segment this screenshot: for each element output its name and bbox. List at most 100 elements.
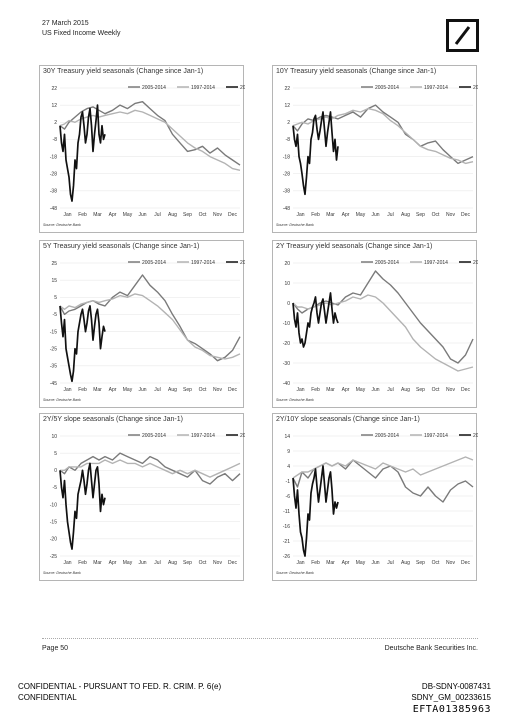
y-tick-label: -45 [50,381,57,387]
chart-panel-5y: 5Y Treasury yield seasonals (Change sinc… [39,240,245,408]
x-tick-label: Aug [401,212,410,218]
chart-30y-svg: 22 12 2 -8 -18 -28 -38 -48 Jan Feb Mar Apr May Jun Jul… [43,85,245,227]
x-tick-label: Feb [311,387,320,393]
chart-title: 2Y/10Y slope seasonals (Change since Jan… [276,416,420,423]
x-tick-label: Dec [461,212,470,218]
series-line-2005-2014 [59,452,241,485]
y-tick-label: -18 [50,154,57,160]
x-tick-label: Apr [109,560,117,566]
series-line-1997-2014 [60,459,241,478]
x-tick-label: Jan [296,387,304,393]
y-tick-label: -6 [286,494,291,500]
y-tick-label: 22 [51,86,57,92]
legend-label: 1997-2014 [191,85,215,91]
x-tick-label: Jul [387,212,393,218]
series-line-2015 [59,462,106,550]
x-tick-label: Dec [228,560,237,566]
publisher: Deutsche Bank Securities Inc. [384,645,478,652]
x-tick-label: Apr [342,387,350,393]
series-line-1997-2014 [59,293,241,360]
source-note: Source: Deutsche Bank [276,571,314,575]
y-tick-label: -21 [283,539,290,545]
y-tick-label: -18 [283,154,290,160]
x-tick-label: Feb [311,560,320,566]
chart-panel-10y: 10Y Treasury yield seasonals (Change sin… [272,65,478,233]
x-tick-label: Oct [199,212,207,218]
y-tick-label: 12 [51,103,57,109]
series-line-2015 [292,465,339,557]
y-tick-label: 0 [54,468,57,474]
series-line-1997-2014 [292,456,474,479]
series-line-2015 [59,104,106,202]
y-tick-label: -48 [50,206,57,212]
chart-2y-svg: 20 10 0 -10 -20 -30 -40 Jan Feb Mar Apr May Jun Jul Au… [276,260,478,402]
y-tick-label: 2 [54,120,57,126]
legend-label: 2015 [240,433,245,439]
x-tick-label: May [123,560,133,566]
y-tick-label: 9 [287,449,290,455]
y-tick-label: -10 [283,321,290,327]
x-tick-label: Mar [326,560,335,566]
y-tick-label: 5 [54,295,57,301]
x-tick-label: Jul [154,560,160,566]
y-tick-label: 22 [284,86,290,92]
x-tick-label: Sep [183,387,192,393]
x-tick-label: Nov [213,387,222,393]
chart-title: 30Y Treasury yield seasonals (Change sin… [43,68,204,75]
y-tick-label: -8 [53,137,58,143]
page-number: Page 50 [42,645,69,652]
y-tick-label: -25 [50,347,57,353]
y-tick-label: -20 [50,537,57,543]
legend-label: 2005-2014 [375,260,399,266]
x-tick-label: Jun [371,387,379,393]
x-tick-label: Jan [296,212,304,218]
series-line-1997-2014 [292,294,474,372]
legend-label: 2015 [240,260,245,266]
efta-number: EFTA01385963 [412,704,491,715]
legend-label: 2005-2014 [142,85,166,91]
x-tick-label: Jan [63,387,71,393]
y-tick-label: -1 [286,479,291,485]
series-line-2015 [59,305,106,383]
chart-panel-30y: 30Y Treasury yield seasonals (Change sin… [39,65,245,233]
chart-5y-svg: 25 15 5 -5 -15 -25 -35 -45 Jan Feb Mar Apr May Jun Jul… [43,260,245,402]
x-tick-label: Jan [296,560,304,566]
confidential-notice: CONFIDENTIAL - PURSUANT TO FED. R. CRIM.… [18,682,222,691]
chart-title: 10Y Treasury yield seasonals (Change sin… [276,68,437,75]
confidential-label: CONFIDENTIAL [18,693,77,702]
source-note: Source: Deutsche Bank [276,223,314,227]
y-tick-label: 10 [284,281,290,287]
x-tick-label: May [123,387,133,393]
x-tick-label: Jun [138,560,146,566]
x-tick-label: Aug [168,212,177,218]
x-tick-label: Sep [416,212,425,218]
x-tick-label: Apr [109,387,117,393]
series-line-2015 [292,111,339,196]
x-tick-label: Sep [416,560,425,566]
y-tick-label: -48 [283,206,290,212]
x-tick-label: Dec [228,212,237,218]
x-tick-label: Aug [401,387,410,393]
y-tick-label: 20 [284,261,290,267]
y-tick-label: 5 [54,451,57,457]
legend-label: 2005-2014 [142,433,166,439]
legend-label: 1997-2014 [424,260,448,266]
x-tick-label: Feb [78,560,87,566]
legend-label: 2005-2014 [375,433,399,439]
y-tick-label: -15 [50,329,57,335]
x-tick-label: Oct [432,387,440,393]
x-tick-label: Jun [138,212,146,218]
y-tick-label: 15 [51,278,57,284]
x-tick-label: Mar [93,212,102,218]
chart-panel-2y: 2Y Treasury yield seasonals (Change sinc… [272,240,478,408]
y-tick-label: -38 [50,189,57,195]
x-tick-label: Nov [446,212,455,218]
y-tick-label: 2 [287,120,290,126]
y-tick-label: -26 [283,554,290,560]
y-tick-label: -5 [53,312,58,318]
legend-label: 1997-2014 [424,85,448,91]
x-tick-label: Mar [326,212,335,218]
x-tick-label: Feb [78,387,87,393]
x-tick-label: Mar [326,387,335,393]
y-tick-label: 4 [287,464,290,470]
